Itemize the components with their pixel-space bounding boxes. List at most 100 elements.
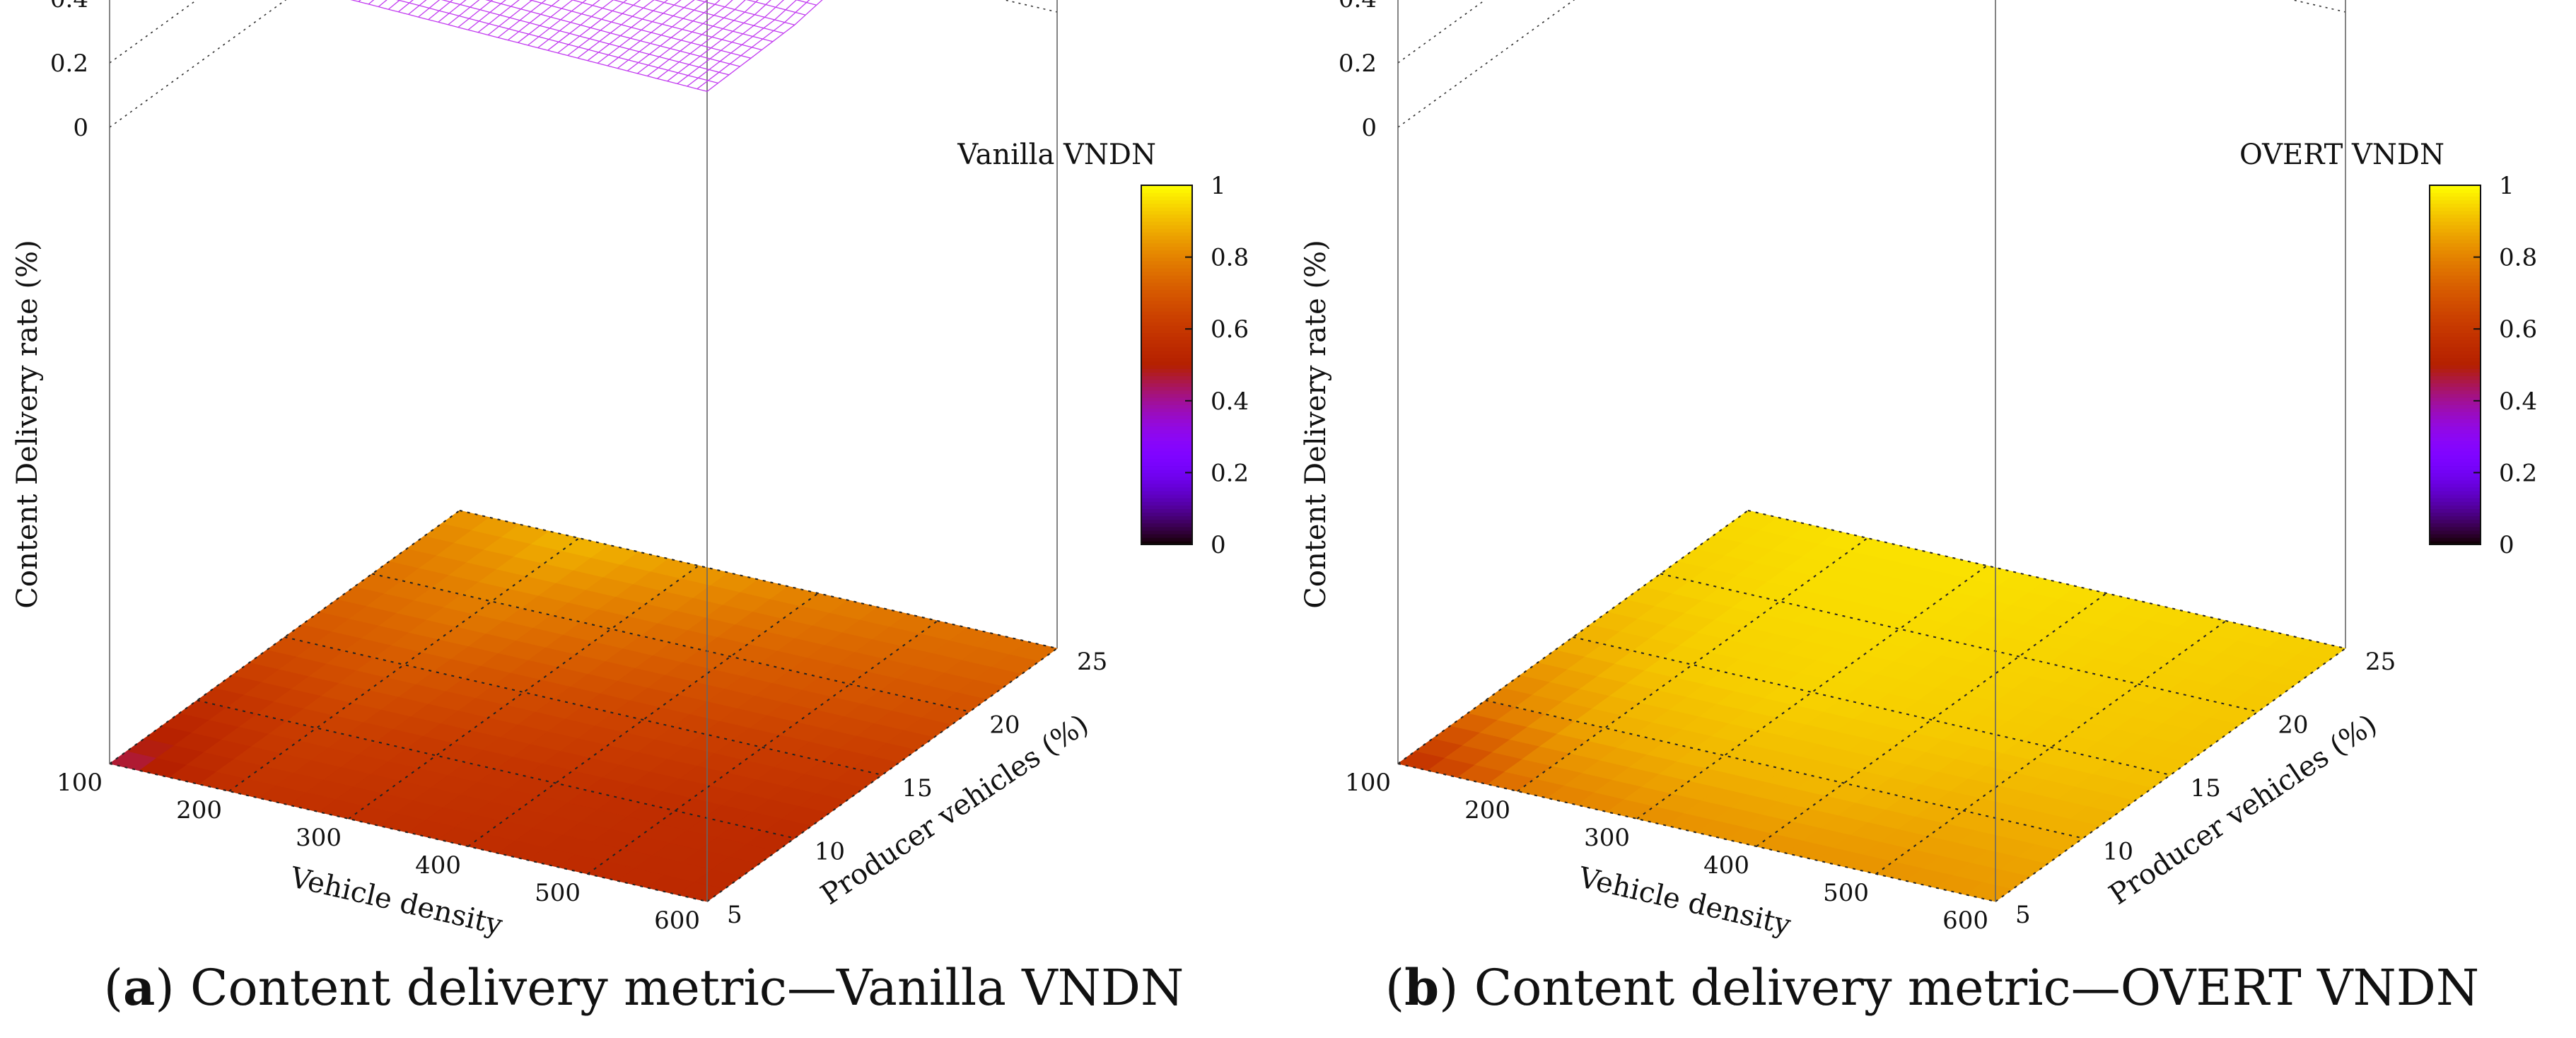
chart-title: OVERT VNDN [2239,139,2444,171]
colorbar-segment [2430,260,2481,265]
colorbar-segment [2430,407,2481,412]
colorbar-segment [2430,300,2481,305]
colorbar-segment [1141,443,1192,448]
x-tick-label: 100 [1345,769,1391,797]
y-tick-label: 10 [2103,838,2133,866]
colorbar-segment [1141,393,1192,398]
y-tick-label: 25 [2365,648,2396,676]
colorbar-segment [1141,508,1192,513]
colorbar-segment [1141,296,1192,301]
colorbar-segment [2430,203,2481,208]
colorbar-tick-label: 0.6 [1211,315,1249,344]
colorbar-segment [1141,350,1192,355]
x-tick-label: 400 [1703,851,1749,880]
floor-grid-line-x [1756,593,2107,847]
y-tick-label: 5 [2015,901,2031,929]
colorbar-segment [1141,433,1192,438]
back-wall-grid [109,0,1058,128]
colorbar-segment [2430,332,2481,337]
x-axis-label: Vehicle density [1575,861,1794,942]
chart-panel-b: 0 0.2 0.4 0.6 0.8 1 Content Delivery rate (%) 1… [1288,0,2576,1038]
colorbar-segment [1141,289,1192,294]
colorbar-segment [2430,447,2481,452]
colorbar-segment [2430,486,2481,491]
colorbar-segment [2430,267,2481,272]
floor-grid [1397,510,2346,902]
z-tick-label: 0.2 [1339,49,1377,78]
colorbar-segment [1141,533,1192,538]
colorbar-tick-label: 0.4 [2499,387,2537,416]
colorbar-segment [2430,483,2481,488]
y-tick-label: 15 [2191,774,2221,803]
floor-grid-line-x [706,648,1058,902]
surface-line-y [557,0,628,54]
floor-grid-line-x [228,537,580,792]
colorbar-segment [2430,404,2481,409]
colorbar-segment [1141,415,1192,419]
colorbar-segment [2430,329,2481,334]
colorbar-segment [1141,314,1192,319]
y-tick-label: 10 [815,838,845,866]
x-axis: 100 200 300 400 500 600 [1345,769,1988,935]
x-tick-label: 300 [1584,824,1630,852]
surface-line-x [571,0,762,51]
colorbar-segment [1141,336,1192,341]
colorbar-segment [2430,375,2481,380]
colorbar-segment [2430,293,2481,298]
colorbar-segment [2430,540,2481,545]
surface-line-y [657,0,759,79]
colorbar-segment [1141,322,1192,326]
colorbar-tick-label: 0.8 [1211,244,1249,272]
floor-grid-line-x [1397,510,1749,764]
colorbar-segment [1141,426,1192,431]
colorbar-segment [2430,282,2481,287]
colorbar-segment [2430,325,2481,330]
colorbar-segment [2430,372,2481,377]
surface-line-y [647,0,746,77]
colorbar-segment [2430,472,2481,477]
x-tick-label: 600 [654,906,700,935]
colorbar-segment [2430,228,2481,233]
x-tick-label: 300 [296,824,342,852]
colorbar-segment [1141,483,1192,488]
colorbar-segment [1141,419,1192,424]
colorbar-tick-label: 0.2 [2499,459,2537,487]
colorbar-segment [2430,196,2481,201]
colorbar-segment [2430,253,2481,258]
y-tick-label: 20 [989,711,1020,740]
floor-grid-line-y [459,510,1058,649]
colorbar-segment [2430,250,2481,255]
colorbar-segment [1141,375,1192,380]
floor-grid-line-y [1397,763,1996,902]
colorbar-segment [1141,185,1192,189]
colorbar-segment [1141,282,1192,287]
colorbar-segment [1141,519,1192,524]
colorbar-segment [2430,322,2481,326]
colorbar-segment [1141,455,1192,459]
colorbar-segment [2430,412,2481,416]
colorbar-segment [2430,365,2481,369]
colorbar-segment [1141,246,1192,251]
surface-line-y [617,0,708,69]
colorbar-segment [2430,501,2481,506]
colorbar-segment [2430,235,2481,240]
colorbar-segment [2430,264,2481,269]
colorbar-segment [1141,512,1192,517]
colorbar-segment [1141,505,1192,509]
colorbar-segment [2430,415,2481,419]
floor-grid-line-y [1747,510,2346,649]
colorbar-segment [2430,465,2481,470]
colorbar-segment [1141,332,1192,337]
colorbar-segment [1141,386,1192,391]
colorbar-segment [1141,228,1192,233]
z-tick-label: 0 [73,114,88,142]
colorbar-segment [2430,346,2481,351]
caption-a: (a) Content delivery metric—Vanilla VNDN [103,958,1184,1017]
colorbar-segment [2430,455,2481,459]
colorbar-segment [2430,390,2481,395]
z-axis-label: Content Delivery rate (%) [11,240,44,608]
caption-b-text: Content delivery metric—OVERT VNDN [1474,959,2480,1017]
colorbar-segment [1141,361,1192,366]
colorbar-segment [2430,217,2481,222]
y-tick-label: 15 [902,774,933,803]
